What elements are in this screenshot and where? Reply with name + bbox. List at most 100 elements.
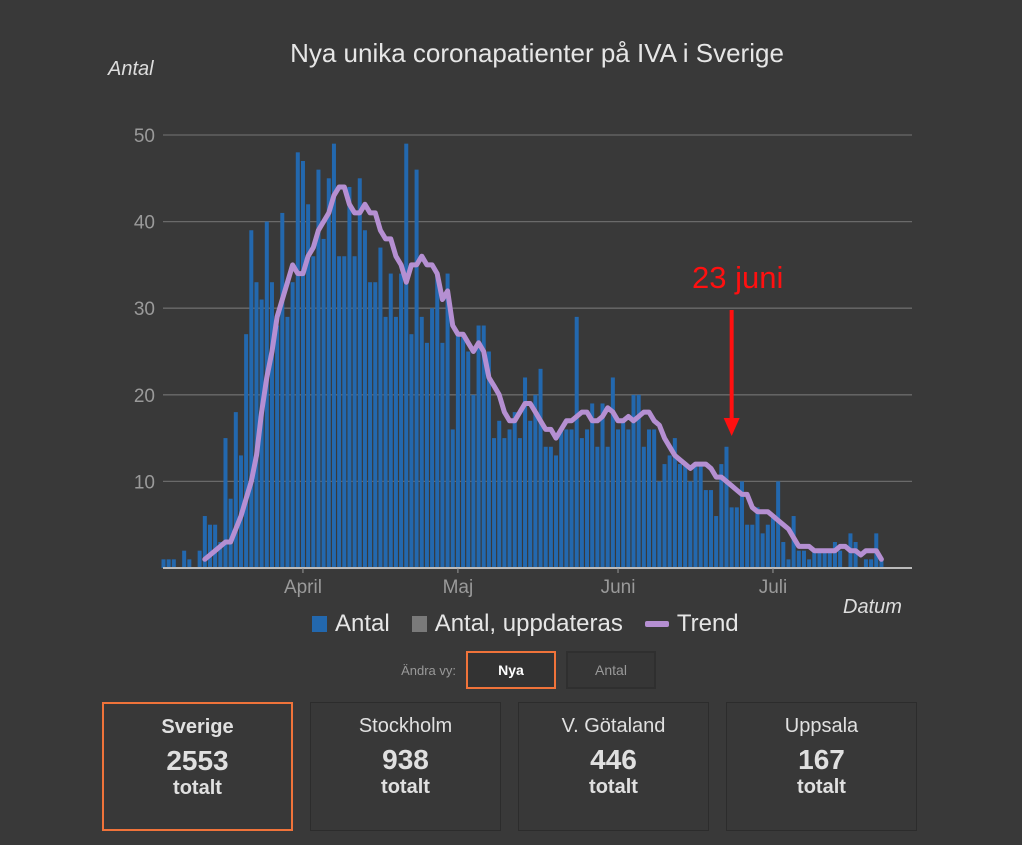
x-tick-label: April: [284, 577, 322, 598]
y-tick-label: 10: [134, 472, 155, 493]
chart: 10 20 30 40 50 April Maj Juni Juli: [134, 126, 912, 598]
legend-swatch: [644, 621, 669, 627]
bar: [409, 334, 414, 568]
legend-item-antal[interactable]: Antal: [312, 610, 390, 638]
card-sverige[interactable]: Sverige 2553 totalt: [102, 702, 293, 831]
bar: [595, 446, 600, 568]
bar: [481, 325, 486, 568]
bar: [838, 550, 843, 568]
bar: [605, 446, 610, 568]
card-uppsala[interactable]: Uppsala 167 totalt: [726, 702, 917, 831]
view-switcher: Ändra vy: Nya Antal: [378, 651, 656, 689]
bar: [362, 230, 367, 568]
bar: [497, 420, 502, 568]
bar: [502, 438, 507, 568]
bar: [512, 412, 517, 568]
bar: [590, 403, 595, 568]
bar: [523, 377, 528, 568]
bar: [786, 559, 791, 568]
bar: [414, 169, 419, 568]
card-name: Uppsala: [784, 715, 859, 737]
bar: [517, 438, 522, 568]
bar: [863, 559, 868, 568]
y-tick-label: 50: [134, 126, 155, 147]
bar: [543, 446, 548, 568]
bar: [161, 559, 166, 568]
bar: [688, 481, 693, 568]
bar: [832, 542, 837, 568]
legend-label: Antal: [335, 610, 390, 637]
bar: [486, 351, 491, 568]
bar: [662, 464, 667, 568]
bar: [765, 524, 770, 568]
card-unit: totalt: [173, 777, 222, 799]
bar: [755, 507, 760, 568]
bar: [290, 282, 295, 568]
bar: [610, 377, 615, 568]
bar: [616, 429, 621, 568]
bar: [471, 394, 476, 568]
y-tick-labels: 10 20 30 40 50: [134, 126, 155, 493]
bar: [631, 394, 636, 568]
bar: [207, 524, 212, 568]
bar: [579, 438, 584, 568]
bar: [569, 429, 574, 568]
bar: [311, 256, 316, 568]
x-axis-label: Datum: [843, 596, 902, 618]
bar: [801, 550, 806, 568]
bar: [554, 455, 559, 568]
bar: [657, 481, 662, 568]
bar: [337, 256, 342, 568]
bar: [228, 498, 233, 568]
bar: [331, 143, 336, 568]
bar: [672, 438, 677, 568]
bar: [461, 334, 466, 568]
view-nya-button[interactable]: Nya: [466, 651, 556, 689]
legend-label: Trend: [676, 610, 739, 637]
card-v-gotaland[interactable]: V. Götaland 446 totalt: [518, 702, 709, 831]
legend-item-trend[interactable]: Trend: [644, 610, 739, 638]
bar: [533, 394, 538, 568]
bar: [306, 204, 311, 568]
bar: [708, 490, 713, 568]
card-value: 167: [798, 744, 845, 775]
view-antal-button[interactable]: Antal: [566, 651, 656, 689]
bar: [264, 221, 269, 568]
bar: [393, 316, 398, 568]
bar: [171, 559, 176, 568]
bar: [812, 550, 817, 568]
bars: [161, 143, 884, 569]
bar: [724, 446, 729, 568]
card-value: 938: [382, 744, 429, 775]
card-unit: totalt: [381, 776, 430, 798]
bar: [455, 334, 460, 568]
bar: [388, 273, 393, 568]
legend-item-antal-uppdateras[interactable]: Antal, uppdateras: [411, 610, 623, 638]
bar: [213, 524, 218, 568]
x-tick-label: Maj: [443, 577, 474, 598]
legend-swatch: [411, 616, 427, 632]
bar: [182, 550, 187, 568]
bar: [218, 542, 223, 568]
bar: [734, 507, 739, 568]
bar: [202, 516, 207, 568]
bar: [254, 282, 259, 568]
bar: [466, 351, 471, 568]
bar: [316, 169, 321, 568]
bar: [879, 559, 884, 568]
legend: Antal Antal, uppdateras Trend: [312, 610, 739, 638]
bar: [869, 559, 874, 568]
y-tick-label: 40: [134, 213, 155, 234]
bar: [796, 550, 801, 568]
bar: [275, 325, 280, 568]
y-tick-label: 20: [134, 386, 155, 407]
bar: [683, 464, 688, 568]
bar: [507, 429, 512, 568]
bar: [559, 429, 564, 568]
bar: [548, 446, 553, 568]
y-axis-label: Antal: [108, 58, 154, 80]
card-stockholm[interactable]: Stockholm 938 totalt: [310, 702, 501, 831]
bar: [729, 507, 734, 568]
x-tick-labels: April Maj Juni Juli: [284, 568, 787, 598]
bar: [807, 559, 812, 568]
